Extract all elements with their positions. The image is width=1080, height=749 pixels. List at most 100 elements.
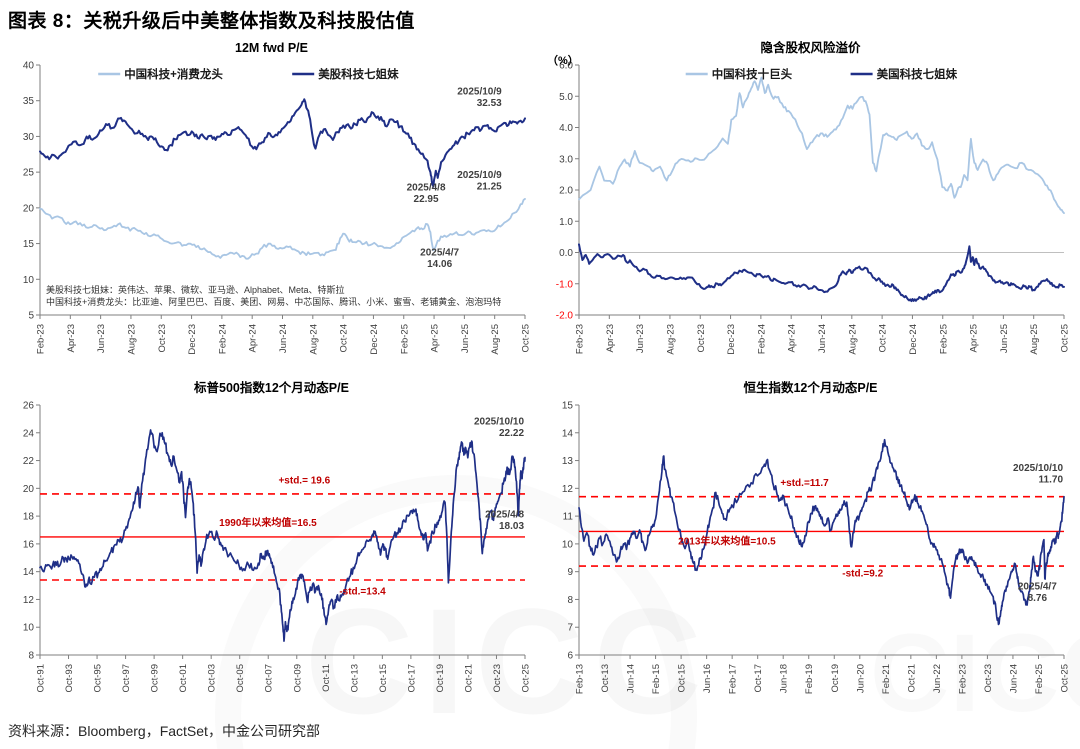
x-tick-label: Apr-25	[969, 324, 980, 353]
x-tick-label: Feb-19	[804, 664, 815, 694]
y-tick-label: 9	[567, 567, 573, 578]
x-tick-label: Apr-23	[66, 324, 77, 353]
x-tick-label: Oct-23	[492, 664, 503, 693]
chart-title-hsi-fwd-pe: 恒生指数12个月动态P/E	[743, 381, 878, 395]
x-tick-label: Jun-14	[626, 664, 637, 693]
x-tick-label: Jun-24	[817, 324, 828, 353]
x-tick-label: Oct-05	[235, 664, 246, 693]
chart-panel-implied-erp: 隐含股权风险溢价 （%） 6.0 5.0 4.0 3.0 2.0 1.0 0.0 -1.0 -2…	[543, 40, 1078, 374]
x-tick-label: Feb-25	[938, 324, 949, 354]
annotation: 2025/10/9	[457, 170, 502, 181]
chart-panel-spx-fwd-pe: 标普500指数12个月动态P/E 26 24 22 20 18 16 14 12 10 8 Oct-…	[4, 380, 539, 714]
annotation: 11.70	[1039, 475, 1064, 486]
source-note: 资料来源：Bloomberg，FactSet，中金公司研究部	[8, 723, 320, 739]
annotation: 2025/4/7	[420, 248, 459, 259]
y-tick-label: 4.0	[559, 123, 573, 134]
x-tick-label: Oct-24	[878, 324, 889, 353]
series-line-0	[39, 198, 526, 260]
series-line-0	[39, 429, 526, 642]
x-tick-label: Oct-19	[830, 664, 841, 693]
annotation: 2025/4/8	[407, 183, 446, 194]
x-tick-label: Oct-97	[121, 664, 132, 693]
x-tick-label: Jun-24	[1008, 664, 1019, 693]
x-tick-label: Jun-18	[779, 664, 790, 693]
x-tick-label: Oct-13	[600, 664, 611, 693]
x-tick-label: Feb-13	[575, 664, 586, 694]
y-tick-label: 12	[562, 484, 574, 495]
y-tick-label: 35	[23, 96, 35, 107]
y-axis-unit-label: （%）	[547, 55, 579, 67]
series-line-1	[39, 98, 526, 188]
x-tick-label: Aug-24	[847, 324, 858, 355]
y-tick-label: 24	[23, 428, 35, 439]
annotation: 22.95	[414, 194, 439, 205]
legend-label-1: 美股科技七姐妹	[318, 67, 399, 81]
y-tick-label: 15	[562, 401, 574, 412]
x-tick-label: Feb-23	[957, 664, 968, 694]
y-tick-label: -1.0	[556, 279, 574, 290]
annotation: 1990年以来均值=16.5	[219, 516, 317, 529]
y-tick-label: 30	[23, 132, 35, 143]
annotation: 2025/10/10	[474, 416, 524, 427]
x-tick-label: Apr-24	[248, 324, 259, 353]
y-tick-label: 6	[567, 651, 573, 662]
x-tick-label: Oct-23	[157, 324, 168, 353]
x-tick-label: Aug-24	[308, 324, 319, 355]
y-tick-label: 11	[563, 512, 574, 523]
annotation: 2025/10/9	[457, 86, 502, 97]
x-tick-label: Jun-25	[999, 324, 1010, 353]
x-tick-label: Oct-01	[178, 664, 189, 693]
x-tick-label: Jun-25	[460, 324, 471, 353]
x-tick-label: Oct-23	[983, 664, 994, 693]
x-tick-label: Aug-25	[1029, 324, 1040, 355]
legend-label-0: 中国科技+消费龙头	[124, 67, 223, 81]
y-tick-label: 15	[23, 239, 35, 250]
chart-title-12m-fwd-pe: 12M fwd P/E	[235, 41, 308, 55]
y-tick-label: 7	[567, 623, 573, 634]
y-tick-label: 22	[23, 456, 35, 467]
x-tick-label: Feb-25	[399, 324, 410, 354]
y-tick-label: 14	[23, 567, 35, 578]
chart-footnote: 中国科技+消费龙头：比亚迪、阿里巴巴、百度、美团、网易、中芯国际、腾讯、小米、蜜…	[46, 296, 501, 307]
y-tick-label: 1.0	[559, 217, 573, 228]
x-tick-label: Oct-09	[292, 664, 303, 693]
x-tick-label: Oct-21	[906, 664, 917, 693]
x-tick-label: Oct-93	[64, 664, 75, 693]
annotation: 8.76	[1028, 593, 1048, 604]
x-tick-label: Apr-25	[430, 324, 441, 353]
x-tick-label: Oct-25	[1060, 664, 1071, 693]
x-tick-label: Apr-23	[605, 324, 616, 353]
legend-label-1: 美国科技七姐妹	[877, 67, 958, 81]
annotation: 14.06	[427, 259, 452, 270]
legend-label-0: 中国科技十巨头	[712, 67, 793, 81]
x-tick-label: Apr-24	[787, 324, 798, 353]
annotation: 21.25	[477, 181, 502, 192]
x-tick-label: Jun-23	[96, 324, 107, 353]
y-tick-label: 10	[562, 539, 574, 550]
x-tick-label: Aug-23	[665, 324, 676, 355]
y-tick-label: 26	[23, 401, 35, 412]
x-tick-label: Dec-23	[187, 324, 198, 355]
chart-footnote: 美股科技七姐妹：英伟达、苹果、微软、亚马逊、Alphabet、Meta、特斯拉	[46, 284, 345, 295]
x-tick-label: Aug-23	[126, 324, 137, 355]
series-line-1	[578, 243, 1065, 303]
charts-grid: 12M fwd P/E 40 35 30 25 20 15 10 5 Feb-23 Apr-23 J…	[4, 40, 1078, 714]
annotation: +std.= 19.6	[278, 475, 330, 486]
x-tick-label: Jun-24	[278, 324, 289, 353]
x-tick-label: Oct-17	[406, 664, 417, 693]
x-tick-label: Oct-03	[207, 664, 218, 693]
x-tick-label: Oct-25	[521, 664, 532, 693]
x-tick-label: Feb-15	[651, 664, 662, 694]
chart-title-spx-fwd-pe: 标普500指数12个月动态P/E	[194, 381, 349, 395]
x-tick-label: Oct-17	[753, 664, 764, 693]
annotation: 22.22	[499, 428, 524, 439]
annotation: 32.53	[477, 98, 502, 109]
x-tick-label: Oct-21	[463, 664, 474, 693]
y-tick-label: 14	[562, 428, 574, 439]
y-tick-label: 20	[23, 484, 35, 495]
annotation: 2025/4/8	[485, 510, 524, 521]
y-tick-label: -2.0	[556, 311, 574, 322]
y-tick-label: 5.0	[559, 92, 573, 103]
